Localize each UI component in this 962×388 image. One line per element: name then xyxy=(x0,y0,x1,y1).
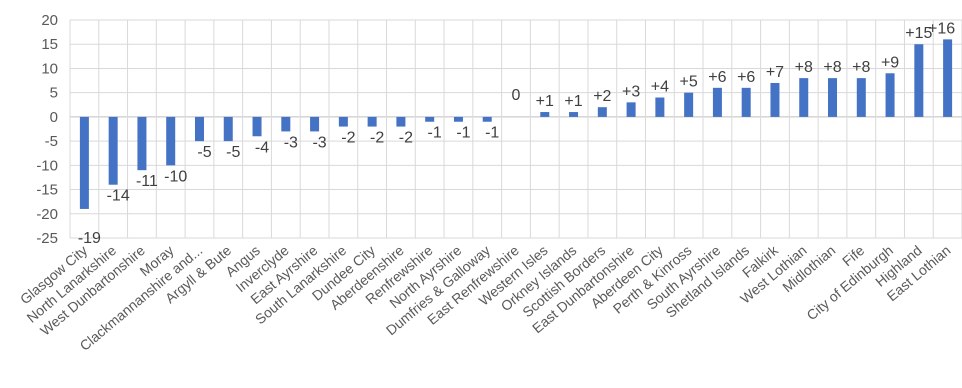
data-label: -5 xyxy=(197,144,211,161)
data-labels: -19-14-11 -10-5 -5 -4 -3 -3 -2 -2 -2 -1 -1 -10 +1 +1 +… xyxy=(78,20,955,247)
data-label: -3 xyxy=(284,134,298,151)
data-label: +4 xyxy=(651,79,669,96)
bar xyxy=(454,117,463,122)
data-label: -2 xyxy=(399,130,413,147)
data-label: -1 xyxy=(456,125,470,142)
data-label: -1 xyxy=(485,125,499,142)
y-axis-tick-labels: 20 15 10 5 0 -5 -10 -15 -20 -25 xyxy=(36,12,58,247)
bar xyxy=(540,112,549,117)
data-label: +9 xyxy=(881,54,899,71)
data-label: -1 xyxy=(428,125,442,142)
data-label: +6 xyxy=(708,69,726,86)
data-label: -10 xyxy=(164,168,187,185)
data-label: -14 xyxy=(107,188,130,205)
y-tick-label: 0 xyxy=(50,109,58,126)
bar xyxy=(886,73,895,117)
data-label: +8 xyxy=(795,59,813,76)
bar xyxy=(598,107,607,117)
data-label: -2 xyxy=(370,130,384,147)
bar xyxy=(253,117,262,136)
bar xyxy=(166,117,175,165)
y-tick-label: -20 xyxy=(36,206,58,223)
bar xyxy=(195,117,204,141)
data-label: +1 xyxy=(564,93,582,110)
bar xyxy=(799,78,808,117)
bar xyxy=(281,117,290,132)
bar xyxy=(684,93,693,117)
data-label: -3 xyxy=(312,134,326,151)
data-label: +1 xyxy=(536,93,554,110)
data-label: +3 xyxy=(622,83,640,100)
data-label: +16 xyxy=(928,20,955,37)
bar xyxy=(368,117,377,127)
y-tick-label: 15 xyxy=(41,36,58,53)
bar xyxy=(339,117,348,127)
bar xyxy=(396,117,405,127)
bar xyxy=(80,117,89,209)
y-tick-label: -5 xyxy=(45,133,58,150)
y-tick-label: -25 xyxy=(36,230,58,247)
bar xyxy=(828,78,837,117)
bar xyxy=(742,88,751,117)
bar xyxy=(770,83,779,117)
data-label: -5 xyxy=(226,144,240,161)
bar xyxy=(914,44,923,117)
bar xyxy=(943,39,952,117)
bar xyxy=(137,117,146,170)
y-tick-label: 10 xyxy=(41,60,58,77)
y-tick-label: 20 xyxy=(41,12,58,29)
data-label: +5 xyxy=(680,74,698,91)
y-tick-label: -10 xyxy=(36,157,58,174)
data-label: +8 xyxy=(852,59,870,76)
bar xyxy=(627,102,636,117)
data-label: -11 xyxy=(136,173,158,190)
bar xyxy=(569,112,578,117)
data-label: +7 xyxy=(766,64,784,81)
data-label: +2 xyxy=(593,88,611,105)
y-tick-label: 5 xyxy=(50,85,58,102)
bar xyxy=(224,117,233,141)
data-label: +8 xyxy=(823,59,841,76)
data-label: +6 xyxy=(737,69,755,86)
data-label: -4 xyxy=(255,139,269,156)
data-label: -2 xyxy=(341,130,355,147)
bar xyxy=(310,117,319,132)
bar xyxy=(483,117,492,122)
bar xyxy=(655,98,664,117)
data-label: 0 xyxy=(512,87,521,104)
bar xyxy=(713,88,722,117)
bar xyxy=(425,117,434,122)
bar xyxy=(857,78,866,117)
bars xyxy=(80,39,952,209)
bar xyxy=(109,117,118,185)
y-tick-label: -15 xyxy=(36,182,58,199)
